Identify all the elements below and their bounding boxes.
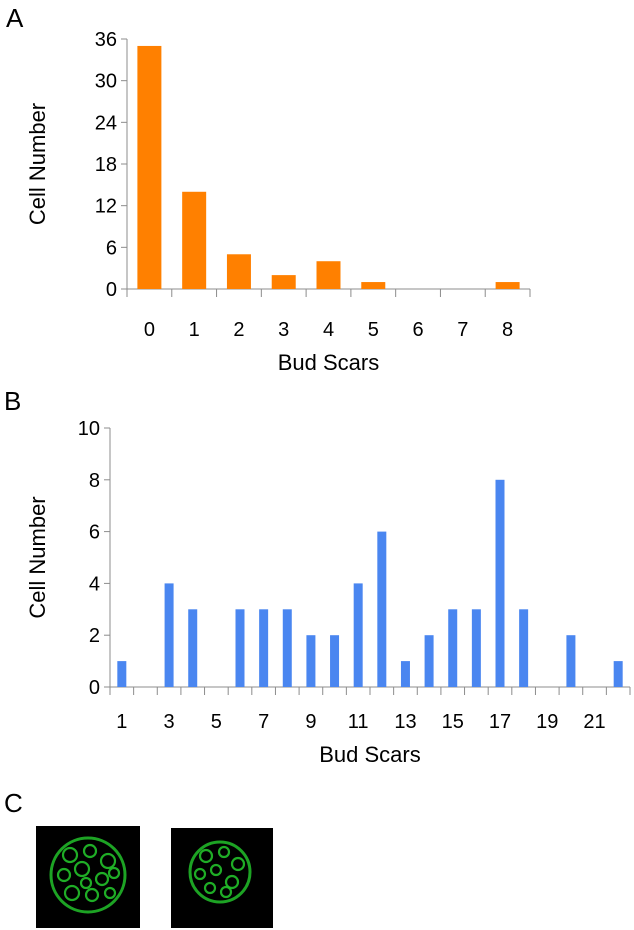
cell-micrograph-1-bud-scar [107, 866, 121, 880]
chart-a-y-tick-label: 18 [95, 154, 117, 176]
cell-micrograph-2-bud-scar [203, 881, 217, 895]
chart-a-bar-1 [182, 191, 207, 289]
cell-micrograph-2-cell-outline [188, 840, 252, 904]
chart-a-x-tick-label: 7 [457, 319, 468, 341]
chart-a-x-tick-label: 4 [323, 319, 334, 341]
cell-micrograph-1-bud-scar [79, 876, 93, 890]
cell-micrograph-1-bud-scar [63, 884, 81, 902]
chart-b-x-tick-label: 21 [583, 711, 605, 733]
chart-b-bar-22 [613, 661, 623, 687]
chart-b-y-tick-label: 10 [78, 418, 100, 440]
cell-micrograph-2-bud-scar [230, 856, 246, 872]
chart-b-y-axis-title: Cell Number [25, 496, 50, 618]
cell-micrograph-2 [171, 828, 273, 928]
chart-b-y-tick-label: 6 [89, 522, 100, 544]
chart-b-bar-15 [448, 609, 458, 687]
chart-b-bar-3 [164, 583, 174, 687]
chart-a-bar-8 [495, 282, 520, 289]
cell-micrograph-1-bud-scar [84, 887, 100, 903]
cell-micrograph-2-bud-scar [198, 848, 214, 864]
chart-b-y-tick-label: 0 [89, 677, 100, 699]
chart-b-x-tick-label: 1 [116, 711, 127, 733]
chart-b-bar-1 [117, 661, 127, 687]
cell-micrograph-2-bud-scar [209, 863, 223, 877]
chart-b-bar-12 [377, 531, 387, 687]
chart-a-x-tick-label: 1 [189, 319, 200, 341]
chart-a-bar-4 [316, 261, 341, 289]
cell-micrograph-1-bud-scar [61, 846, 79, 864]
chart-b-bar-4 [188, 609, 198, 687]
cell-micrograph-1-bud-scar [82, 843, 98, 859]
panel-b-letter: B [4, 386, 21, 416]
cell-micrograph-2-bud-scar [219, 885, 233, 899]
chart-b-y-tick-label: 8 [89, 470, 100, 492]
chart-b-x-tick-label: 9 [305, 711, 316, 733]
cell-micrograph-1-bud-scar [56, 867, 72, 883]
chart-b-x-axis-title: Bud Scars [319, 742, 421, 767]
chart-a-y-tick-label: 30 [95, 71, 117, 93]
chart-a-bar-5 [361, 282, 386, 289]
chart-b-y-tick-label: 2 [89, 625, 100, 647]
chart-a-x-tick-label: 2 [233, 319, 244, 341]
cell-micrograph-1-bud-scar [73, 860, 91, 878]
chart-a-y-tick-label: 6 [106, 237, 117, 259]
chart-a-x-tick-label: 3 [278, 319, 289, 341]
micrographs-panel [36, 826, 273, 928]
chart-b-bar-8 [282, 609, 292, 687]
panel-c-letter: C [4, 788, 23, 818]
cell-micrograph-1-bud-scar [94, 871, 110, 887]
chart-b-bar-18 [519, 609, 529, 687]
chart-b-bar-6 [235, 609, 245, 687]
chart-a-x-tick-label: 0 [144, 319, 155, 341]
chart-a-bar-3 [271, 275, 296, 289]
chart-b-x-tick-label: 17 [489, 711, 511, 733]
chart-b-x-tick-label: 13 [394, 711, 416, 733]
cell-micrograph-2-bud-scar [193, 867, 207, 881]
chart-b-x-tick-label: 7 [258, 711, 269, 733]
chart-a-y-tick-label: 0 [106, 279, 117, 301]
cell-micrograph-1-bud-scar [99, 852, 117, 870]
cell-micrograph-2-background [171, 828, 273, 928]
chart-b-x-tick-label: 5 [211, 711, 222, 733]
chart-a-x-tick-label: 6 [412, 319, 423, 341]
chart-b-bar-16 [471, 609, 481, 687]
chart-b-x-tick-label: 3 [164, 711, 175, 733]
cell-micrograph-2-bud-scar [224, 874, 240, 890]
chart-b-bar-13 [400, 661, 410, 687]
chart-b-x-tick-label: 19 [536, 711, 558, 733]
chart-b-y-tick-label: 4 [89, 573, 100, 595]
chart-a-bar-0 [137, 45, 162, 289]
panel-a-letter: A [6, 3, 24, 33]
chart-a-x-tick-label: 8 [502, 319, 513, 341]
chart-b-bar-7 [259, 609, 269, 687]
chart-b-bar-10 [330, 635, 340, 687]
chart-b-bar-9 [306, 635, 316, 687]
chart-b-x-tick-label: 15 [442, 711, 464, 733]
cell-micrograph-1-bud-scar [103, 886, 117, 900]
chart-b-x-tick-label: 11 [348, 711, 369, 733]
chart-a-x-axis-title: Bud Scars [278, 350, 380, 375]
cell-micrograph-1 [36, 826, 140, 928]
cell-micrograph-1-cell-outline [49, 836, 127, 914]
chart-b-bar-11 [353, 583, 363, 687]
chart-a-y-axis-title: Cell Number [25, 103, 50, 225]
cell-micrograph-2-bud-scar [217, 845, 231, 859]
chart-a-y-tick-label: 12 [95, 196, 117, 218]
chart-b-bar-20 [566, 635, 576, 687]
chart-b-bar-14 [424, 635, 434, 687]
chart-a-y-tick-label: 24 [95, 112, 117, 134]
chart-b-bar-17 [495, 479, 505, 687]
chart-a-y-tick-label: 36 [95, 29, 117, 51]
chart-a-x-tick-label: 5 [368, 319, 379, 341]
chart-a-bar-2 [226, 254, 251, 289]
